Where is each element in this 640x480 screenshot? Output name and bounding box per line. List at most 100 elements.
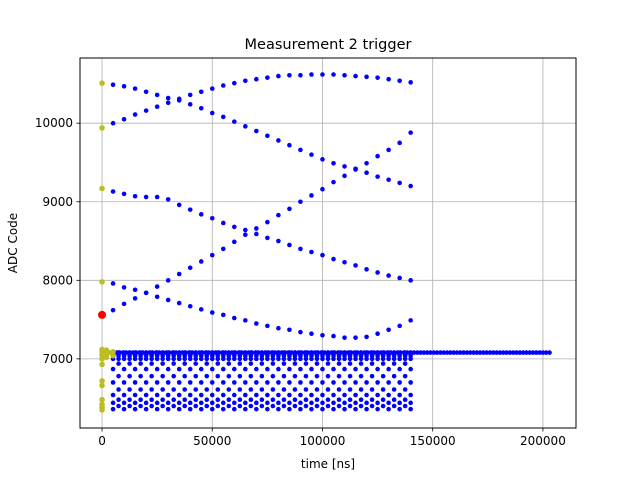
- grid-lines: [80, 58, 576, 428]
- data-point: [364, 400, 369, 406]
- data-point-olive: [99, 352, 105, 358]
- data-point: [364, 74, 369, 80]
- data-point: [165, 297, 171, 303]
- data-point: [369, 373, 375, 379]
- data-point: [320, 392, 325, 398]
- data-point: [198, 406, 204, 412]
- data-point: [143, 350, 149, 355]
- data-point: [143, 108, 149, 113]
- data-point: [121, 116, 127, 122]
- data-point: [171, 403, 176, 409]
- data-point: [358, 373, 364, 379]
- data-point: [198, 307, 204, 312]
- data-point: [243, 356, 248, 362]
- data-point: [176, 406, 182, 412]
- data-point: [154, 350, 160, 355]
- x-axis-label: time [ns]: [301, 457, 355, 471]
- data-point: [474, 350, 480, 355]
- data-point: [143, 392, 149, 398]
- data-point: [254, 321, 259, 326]
- data-point: [248, 373, 254, 379]
- data-point: [375, 174, 380, 179]
- data-point: [154, 92, 160, 98]
- data-point: [347, 397, 353, 403]
- data-point: [182, 353, 188, 359]
- data-point: [408, 80, 413, 85]
- data-point: [198, 350, 204, 355]
- data-point: [342, 400, 347, 406]
- data-point: [193, 356, 199, 362]
- data-point: [138, 361, 143, 366]
- data-point: [193, 387, 199, 392]
- data-point: [121, 356, 127, 362]
- data-point: [232, 119, 237, 124]
- data-point: [342, 259, 347, 265]
- data-point: [477, 350, 483, 355]
- data-point: [171, 397, 176, 403]
- data-point: [331, 380, 336, 385]
- data-point: [121, 366, 127, 372]
- data-point: [248, 387, 254, 392]
- data-point: [248, 361, 254, 366]
- data-point: [292, 397, 298, 403]
- data-point: [165, 353, 171, 359]
- data-point: [193, 361, 199, 366]
- x-tick-label: 0: [98, 434, 106, 448]
- data-point: [226, 353, 232, 359]
- data-point: [243, 366, 248, 372]
- data-point: [517, 350, 523, 355]
- data-point: [364, 356, 369, 362]
- data-point: [198, 89, 204, 95]
- data-point: [320, 366, 325, 372]
- data-point: [391, 353, 397, 359]
- data-point: [215, 350, 221, 355]
- data-point: [320, 380, 325, 385]
- data-point: [303, 350, 309, 355]
- data-point: [265, 392, 270, 398]
- data-point: [364, 170, 369, 175]
- data-point: [364, 406, 369, 412]
- data-point: [386, 366, 391, 372]
- data-point: [182, 356, 188, 362]
- data-point: [243, 350, 248, 355]
- data-point: [248, 356, 254, 362]
- data-point: [347, 387, 353, 392]
- data-point: [287, 380, 292, 385]
- data-point: [165, 406, 171, 412]
- data-point: [121, 301, 127, 307]
- data-point: [353, 263, 358, 268]
- data-point-olive: [99, 185, 105, 192]
- data-point: [276, 350, 281, 355]
- data-point: [402, 397, 408, 403]
- data-point: [325, 350, 331, 355]
- data-point: [204, 373, 210, 379]
- y-tick-label: 9000: [42, 195, 73, 209]
- data-point: [132, 353, 138, 359]
- data-point: [391, 387, 397, 392]
- data-point: [386, 350, 391, 355]
- data-point: [160, 397, 165, 403]
- data-point: [204, 353, 210, 359]
- data-point: [154, 353, 160, 359]
- data-point: [281, 403, 287, 409]
- data-point: [160, 361, 165, 366]
- data-point: [494, 350, 499, 355]
- data-point-olive: [99, 125, 105, 131]
- data-point: [226, 350, 232, 355]
- data-point: [116, 403, 121, 409]
- data-point: [342, 353, 347, 359]
- data-point: [127, 361, 132, 366]
- data-point: [391, 350, 397, 355]
- data-point: [232, 406, 237, 412]
- data-point: [441, 350, 447, 355]
- data-point: [397, 406, 402, 412]
- data-point: [287, 356, 292, 362]
- data-point: [287, 366, 292, 372]
- data-point: [265, 219, 270, 225]
- data-point: [386, 400, 391, 406]
- data-point: [176, 392, 182, 398]
- data-point: [309, 366, 314, 372]
- data-point: [132, 287, 138, 293]
- y-tick-label: 8000: [42, 273, 73, 287]
